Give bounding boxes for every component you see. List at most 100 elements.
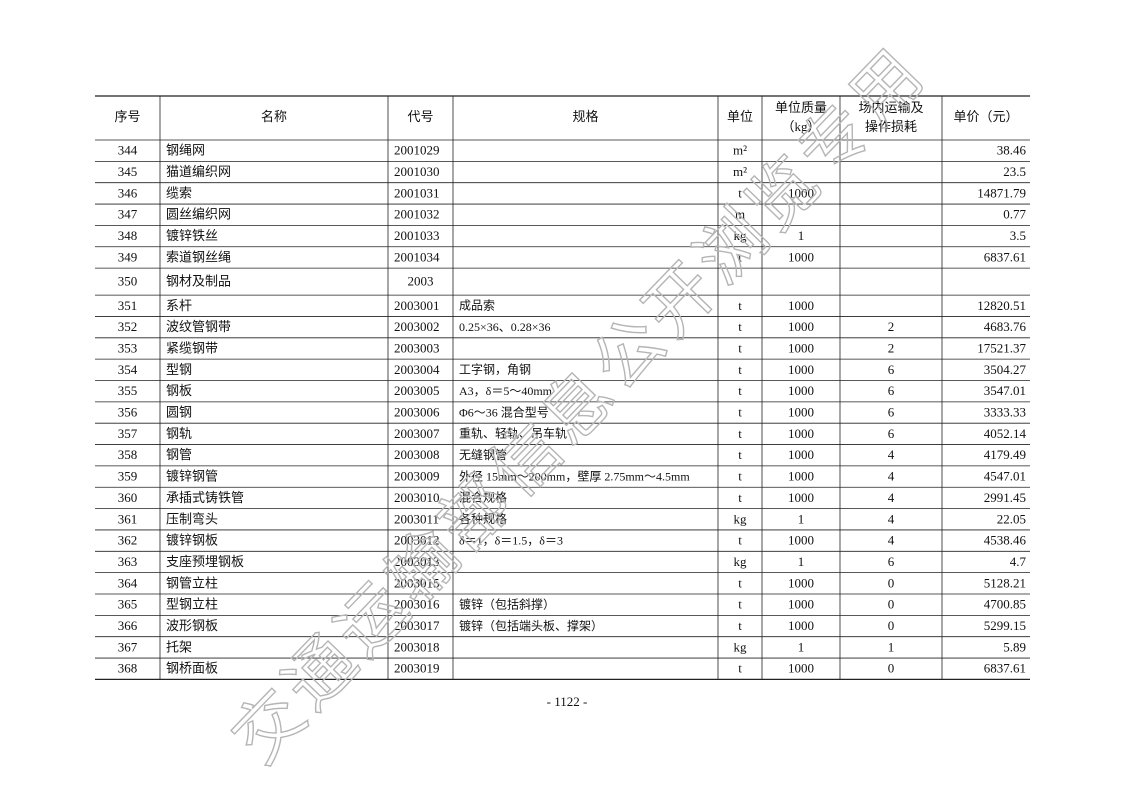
table-cell: 4	[888, 511, 895, 526]
header-cell: 场内运输及	[858, 100, 923, 115]
table-cell: 2003008	[394, 447, 440, 462]
header-cell: 名称	[261, 109, 287, 124]
table-cell: 4700.85	[984, 597, 1026, 612]
table-cell: 353	[118, 340, 138, 355]
table-cell: 0	[888, 575, 895, 590]
table-cell: 22.05	[997, 511, 1026, 526]
table-cell: 4	[888, 490, 895, 505]
table-cell: 2991.45	[984, 490, 1026, 505]
table-cell: 1	[798, 639, 805, 654]
table-cell: 1	[798, 554, 805, 569]
table-cell: 2003015	[394, 575, 440, 590]
table-cell: 38.46	[997, 143, 1027, 158]
table-cell: 1	[798, 511, 805, 526]
table-cell: 紧缆钢带	[166, 340, 218, 355]
table-cell: t	[738, 319, 742, 334]
table-cell: 347	[118, 207, 138, 222]
table-cell: kg	[734, 228, 748, 243]
table-cell: 索道钢丝绳	[166, 249, 231, 264]
table-cell: 镀锌（包括端头板、撑架）	[459, 618, 603, 633]
table-cell: 348	[118, 228, 138, 243]
table-cell: 重轨、轻轨、吊车轨	[459, 426, 567, 441]
table-cell: 350	[118, 274, 138, 289]
table-cell: 0	[888, 597, 895, 612]
table-cell: kg	[734, 554, 748, 569]
table-cell: 12820.51	[977, 298, 1026, 313]
table-cell: 5.89	[1003, 639, 1026, 654]
page-number: - 1122 -	[547, 694, 588, 709]
table-cell: t	[738, 298, 742, 313]
table-cell: 2003009	[394, 469, 440, 484]
table-cell: 2003016	[394, 597, 440, 612]
table-cell: t	[738, 447, 742, 462]
table-cell: 354	[118, 362, 138, 377]
table-cell: 1	[888, 639, 895, 654]
table-cell: 4	[888, 447, 895, 462]
table-cell: m²	[733, 143, 747, 158]
table-cell: 2	[888, 340, 895, 355]
table-cell: 1000	[788, 597, 814, 612]
table-cell: Φ6～36 混合型号	[459, 404, 549, 419]
table-cell: 2001029	[394, 143, 440, 158]
table-cell: 1000	[788, 405, 814, 420]
table-cell: 猫道编织网	[166, 164, 231, 179]
table-cell: 各种规格	[459, 511, 507, 526]
table-cell: 356	[118, 405, 138, 420]
table-cell: 托架	[166, 639, 192, 654]
table-cell: 368	[118, 661, 138, 676]
table-cell: 外径 15mm～200mm，壁厚 2.75mm～4.5mm	[459, 468, 690, 483]
table-cell: 压制弯头	[166, 511, 218, 526]
table-cell: 2003003	[394, 340, 440, 355]
table-cell: 367	[118, 639, 138, 654]
table-cell: 1000	[788, 362, 814, 377]
table-cell: t	[738, 426, 742, 441]
table-cell: t	[738, 597, 742, 612]
table-cell: t	[738, 533, 742, 548]
table-cell: 2003	[408, 274, 434, 289]
table-cell: 1000	[788, 469, 814, 484]
header-cell: 单价（元）	[953, 109, 1018, 124]
table-cell: 23.5	[1003, 164, 1026, 179]
table-cell: 系杆	[166, 298, 192, 313]
table-cell: t	[738, 469, 742, 484]
table-cell: t	[738, 185, 742, 200]
table-cell: 6	[888, 383, 895, 398]
table-cell: 钢轨	[166, 426, 192, 441]
table-cell: 镀锌（包括斜撑）	[459, 596, 555, 611]
table-cell: 镀锌钢管	[166, 469, 218, 484]
table-cell: 0.25×36、0.28×36	[459, 320, 551, 334]
table-cell: 6837.61	[984, 249, 1026, 264]
table-cell: 6837.61	[984, 661, 1026, 676]
table-cell: 2003002	[394, 319, 440, 334]
table-cell: 3547.01	[984, 383, 1026, 398]
table-cell: 1000	[788, 533, 814, 548]
table-cell: 钢管	[166, 447, 192, 462]
table-cell: 承插式铸铁管	[166, 490, 244, 505]
table-cell: 2001033	[394, 228, 440, 243]
table-cell: m	[735, 207, 745, 222]
table-cell: 4052.14	[984, 426, 1027, 441]
table-cell: 1000	[788, 319, 814, 334]
table-cell: δ＝1，δ＝1.5，δ＝3	[459, 533, 563, 547]
table-cell: 镀锌钢板	[166, 533, 218, 548]
table-cell: 3504.27	[984, 362, 1027, 377]
table-cell: 4	[888, 469, 895, 484]
table-cell: 钢管立柱	[166, 575, 218, 590]
table-cell: 1000	[788, 490, 814, 505]
table-cell: 2003011	[394, 511, 439, 526]
table-cell: 圆钢	[166, 405, 192, 420]
table-cell: 0.77	[1003, 207, 1026, 222]
table-cell: 缆索	[166, 185, 192, 200]
watermark: 交通运输部信息公开浏览专用	[218, 32, 941, 777]
table-cell: 型钢	[166, 362, 192, 377]
table-cell: 1000	[788, 575, 814, 590]
table-cell: 圆丝编织网	[166, 207, 231, 222]
table-cell: 2001030	[394, 164, 440, 179]
table-cell: 1000	[788, 298, 814, 313]
table-cell: 2001034	[394, 249, 440, 264]
table-cell: 4547.01	[984, 469, 1026, 484]
table-cell: 混合规格	[459, 490, 507, 505]
table-cell: 4179.49	[984, 447, 1026, 462]
